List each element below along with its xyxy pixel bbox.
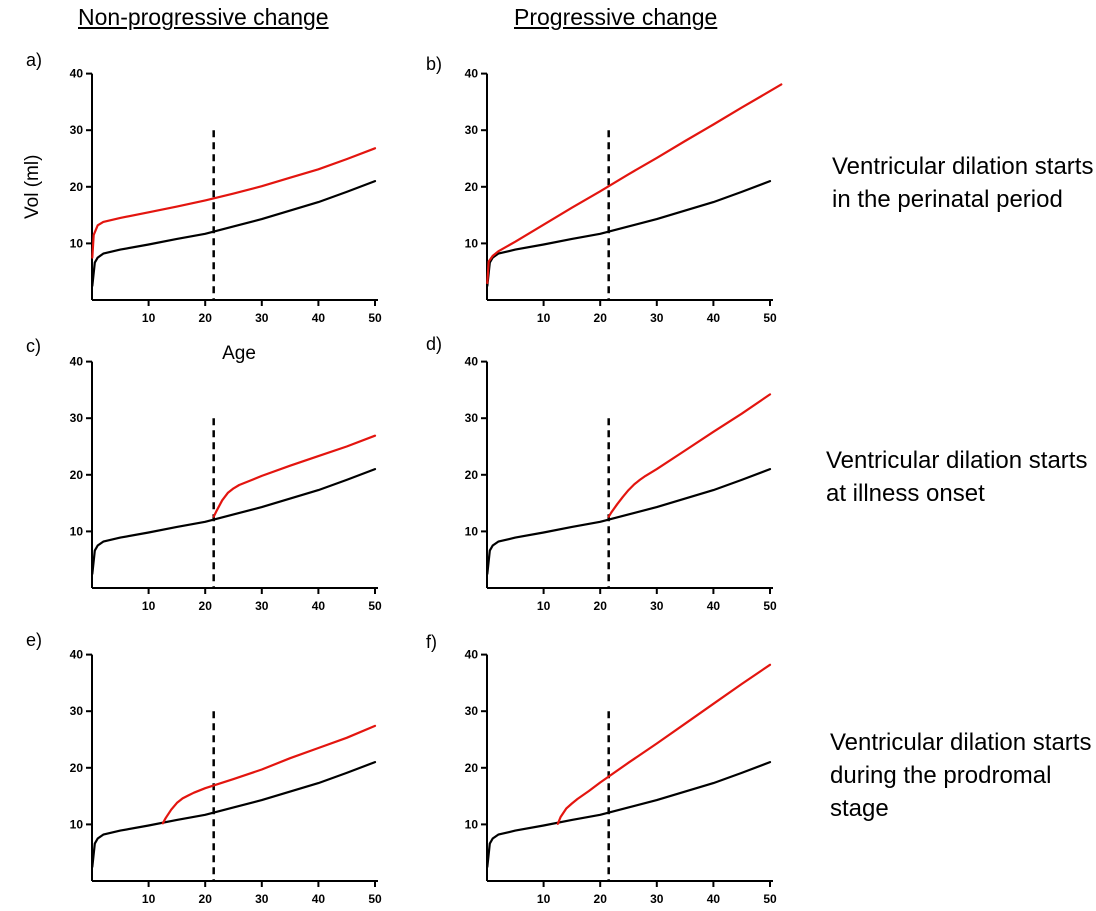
y-tick-label: 30	[465, 411, 479, 425]
x-tick-label: 30	[255, 599, 269, 613]
y-tick-label: 20	[465, 761, 479, 775]
y-tick-label: 30	[70, 411, 84, 425]
y-tick-label: 10	[70, 236, 84, 250]
control-volume-line	[91, 180, 377, 287]
y-axis-title: Vol (ml)	[22, 155, 43, 219]
panel-label: d)	[426, 334, 442, 354]
x-tick-label: 30	[650, 311, 664, 325]
row-note-prodromal: Ventricular dilation starts during the p…	[830, 729, 1092, 822]
x-tick-label: 20	[199, 892, 213, 906]
x-tick-label: 20	[594, 599, 608, 613]
panel-label: a)	[26, 50, 42, 70]
x-tick-label: 50	[368, 892, 382, 906]
y-tick-label: 20	[70, 180, 84, 194]
y-tick-label: 40	[465, 67, 479, 81]
x-tick-label: 40	[707, 311, 721, 325]
y-tick-label: 20	[465, 468, 479, 482]
control-volume-line	[91, 468, 377, 576]
y-tick-label: 30	[465, 123, 479, 137]
y-tick-label: 30	[465, 704, 479, 718]
x-tick-label: 10	[537, 599, 551, 613]
x-tick-label: 20	[594, 311, 608, 325]
y-tick-label: 40	[465, 648, 479, 662]
column-header-non-progressive: Non-progressive change	[78, 4, 329, 30]
y-tick-label: 30	[70, 704, 84, 718]
x-tick-label: 10	[537, 311, 551, 325]
y-tick-label: 40	[70, 355, 84, 369]
y-tick-label: 40	[70, 648, 84, 662]
row-note-illness-onset: Ventricular dilation starts at illness o…	[826, 447, 1088, 507]
y-tick-label: 10	[70, 524, 84, 538]
x-tick-label: 30	[255, 311, 269, 325]
y-tick-label: 20	[70, 761, 84, 775]
control-volume-line	[486, 468, 772, 576]
x-tick-label: 40	[312, 892, 326, 906]
x-tick-label: 50	[763, 599, 777, 613]
panel-label: b)	[426, 54, 442, 74]
x-tick-label: 50	[763, 892, 777, 906]
patient-volume-line	[486, 83, 783, 285]
x-tick-label: 30	[650, 599, 664, 613]
x-tick-label: 20	[199, 311, 213, 325]
x-tick-label: 40	[312, 599, 326, 613]
y-tick-label: 20	[465, 180, 479, 194]
x-tick-label: 40	[707, 892, 721, 906]
column-header-progressive: Progressive change	[514, 4, 718, 30]
y-tick-label: 10	[465, 524, 479, 538]
x-tick-label: 30	[650, 892, 664, 906]
x-tick-label: 50	[763, 311, 777, 325]
panel-label: c)	[26, 336, 41, 356]
y-tick-label: 10	[465, 817, 479, 831]
y-tick-label: 30	[70, 123, 84, 137]
patient-volume-line	[161, 724, 377, 825]
x-tick-label: 40	[707, 599, 721, 613]
x-tick-label: 10	[142, 599, 156, 613]
x-tick-label: 50	[368, 599, 382, 613]
y-tick-label: 20	[70, 468, 84, 482]
control-volume-line	[486, 180, 772, 287]
x-tick-label: 30	[255, 892, 269, 906]
x-tick-label: 10	[142, 892, 156, 906]
x-tick-label: 20	[199, 599, 213, 613]
panel-label: e)	[26, 630, 42, 650]
control-volume-line	[91, 760, 377, 869]
y-tick-label: 10	[70, 817, 84, 831]
x-tick-label: 10	[142, 311, 156, 325]
row-note-perinatal: Ventricular dilation starts in the perin…	[832, 153, 1094, 213]
patient-volume-line	[91, 147, 377, 259]
patient-volume-line	[556, 663, 772, 825]
y-tick-label: 40	[70, 67, 84, 81]
y-tick-label: 10	[465, 236, 479, 250]
x-tick-label: 50	[368, 311, 382, 325]
x-tick-label: 20	[594, 892, 608, 906]
patient-volume-line	[212, 434, 377, 518]
control-volume-line	[486, 760, 772, 869]
patient-volume-line	[607, 393, 772, 518]
x-tick-label: 10	[537, 892, 551, 906]
x-axis-title: Age	[222, 343, 256, 364]
y-tick-label: 40	[465, 355, 479, 369]
panel-label: f)	[426, 632, 437, 652]
x-tick-label: 40	[312, 311, 326, 325]
